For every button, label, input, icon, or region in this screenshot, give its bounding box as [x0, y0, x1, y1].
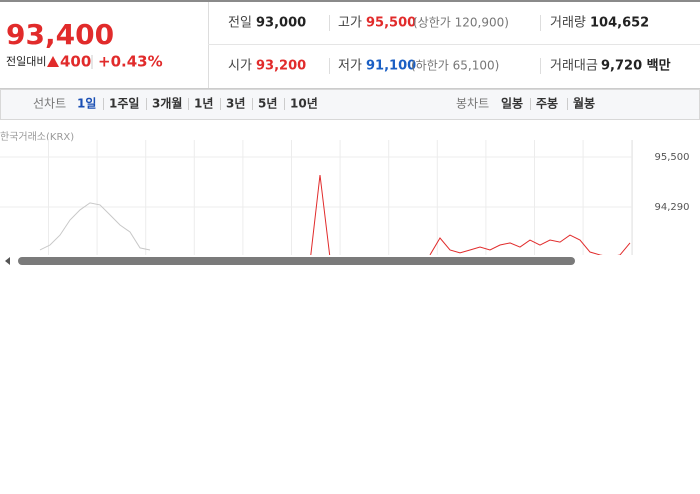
scrollbar-thumb[interactable]: [18, 257, 575, 265]
scroll-arrow[interactable]: [5, 257, 10, 265]
toolbar: [0, 89, 700, 120]
up-icon: [47, 56, 59, 67]
top-border: [0, 0, 700, 2]
period-button[interactable]: 1일: [77, 97, 96, 111]
stat-value: 93,000: [256, 16, 306, 31]
stat-note: (상한가 120,900): [413, 16, 509, 30]
stat-label: 시가: [228, 59, 252, 74]
stat-value: 9,720 백만: [601, 58, 671, 74]
stat-label: 저가: [338, 59, 362, 74]
stat-label: 고가: [338, 16, 362, 31]
change-rate: +0.43%: [98, 53, 163, 71]
price: 93,400: [6, 18, 114, 51]
period-button[interactable]: 3개월: [152, 96, 182, 111]
plot: [0, 140, 633, 255]
stat-note: (하한가 65,100): [411, 59, 499, 73]
stat-value: 93,200: [256, 59, 306, 74]
stat-label: 거래량: [550, 16, 586, 31]
period-button[interactable]: 5년: [258, 97, 277, 111]
y-tick-label: 95,500: [655, 152, 690, 163]
change: 400: [60, 53, 91, 71]
price-line: [39, 202, 151, 251]
change-label: 전일대비: [6, 54, 46, 68]
period-button[interactable]: 주봉: [536, 97, 558, 111]
stat-value: 104,652: [590, 16, 649, 31]
y-tick-label: 94,290: [655, 202, 690, 213]
period-button[interactable]: 3년: [226, 97, 245, 111]
stat-value: 91,100: [366, 59, 416, 74]
stat-label: 거래대금: [550, 59, 598, 74]
source: 한국거래소(KRX): [0, 131, 74, 143]
period-button[interactable]: 월봉: [573, 96, 595, 111]
toolbar-items: 선차트 1일 1주일 3개월 1년 3년 5년 10년 봉차트 일봉 주봉 월봉: [33, 96, 595, 111]
period-button[interactable]: 1주일: [109, 97, 139, 111]
stat-label: 전일: [228, 16, 252, 31]
toolbar-label: 선차트: [33, 97, 66, 111]
period-button[interactable]: 10년: [290, 97, 318, 111]
toolbar-label: 봉차트: [456, 97, 489, 111]
price-line: [310, 174, 631, 255]
stat-value: 95,500: [366, 16, 416, 31]
period-button[interactable]: 일봉: [501, 97, 523, 111]
period-button[interactable]: 1년: [194, 97, 213, 111]
